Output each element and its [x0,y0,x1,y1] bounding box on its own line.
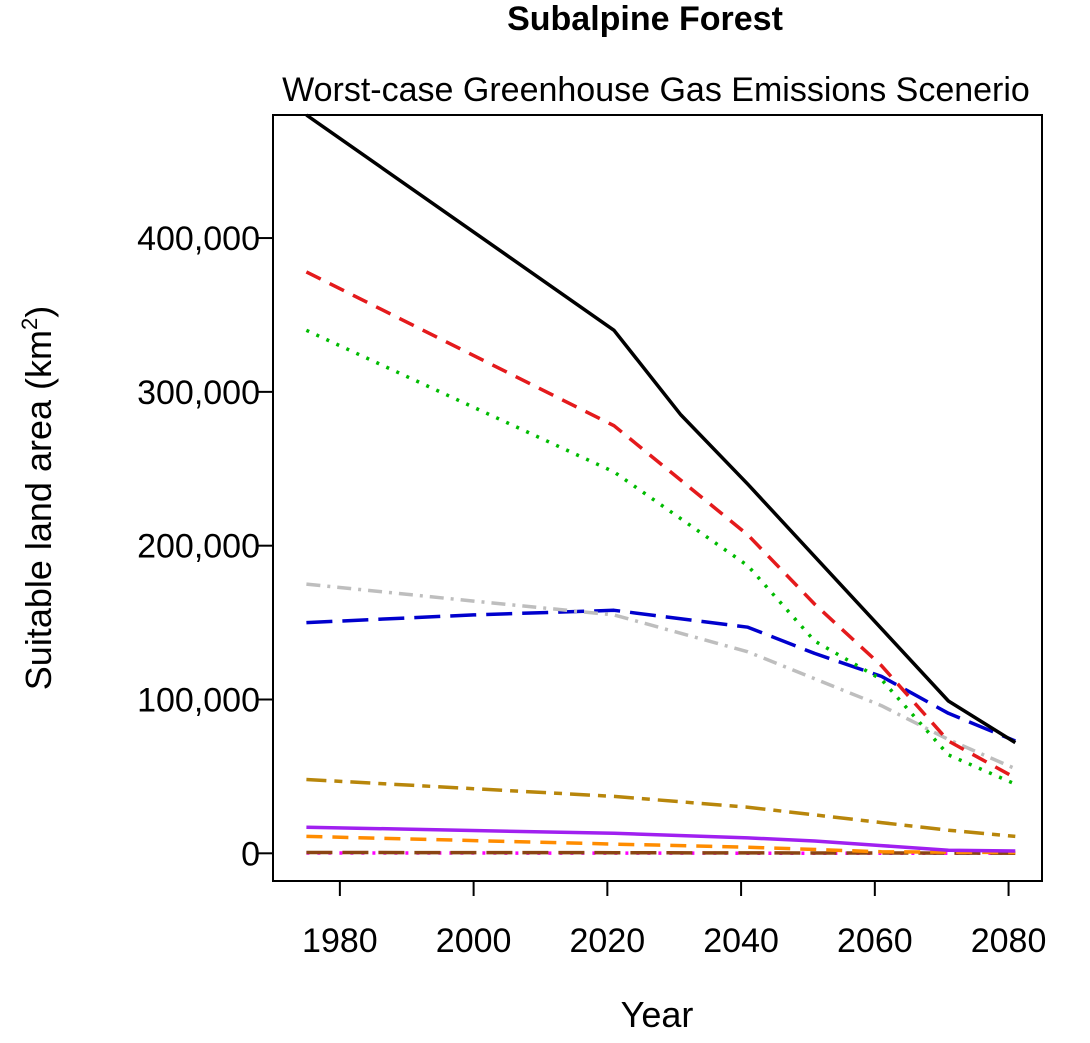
y-axis-label-superscript: 2 [17,318,42,330]
x-tick-label: 1980 [302,922,378,960]
x-tick-label: 2000 [436,922,512,960]
x-tick-label: 2080 [971,922,1047,960]
y-tick-label: 400,000 [137,220,260,258]
x-axis-label: Year [621,994,694,1035]
x-tick-label: 2040 [703,922,779,960]
series-line-7 [306,825,1016,853]
y-tick-label: 0 [241,835,260,873]
x-axis: 1980 2000 2020 2040 2060 2080 [302,880,1047,960]
series-line-3 [305,328,1017,786]
y-axis-label-close: ) [18,306,59,318]
chart-subtitle: Worst-case Greenhouse Gas Emissions Scen… [282,71,1030,109]
y-axis-label: Suitable land area (km2) [17,306,59,690]
series-line-4 [306,582,1017,771]
x-tick-label: 2020 [570,922,646,960]
series-line-8 [306,834,1016,855]
series-line-2 [305,270,1017,780]
y-tick-label: 100,000 [137,681,260,719]
series-line-6 [306,777,1016,839]
series-line-9 [306,850,1016,855]
series-line-5 [306,608,1016,743]
chart-title: Subalpine Forest [507,0,783,38]
plot-frame [272,114,1043,882]
y-axis-label-main: Suitable land area (km [18,330,59,690]
series-layer [305,113,1017,856]
y-tick-label: 300,000 [137,374,260,412]
y-tick-label: 200,000 [137,528,260,566]
x-tick-label: 2060 [837,922,913,960]
y-axis: 0 100,000 200,000 300,000 400,000 [137,220,274,873]
series-line-1 [305,113,1017,745]
